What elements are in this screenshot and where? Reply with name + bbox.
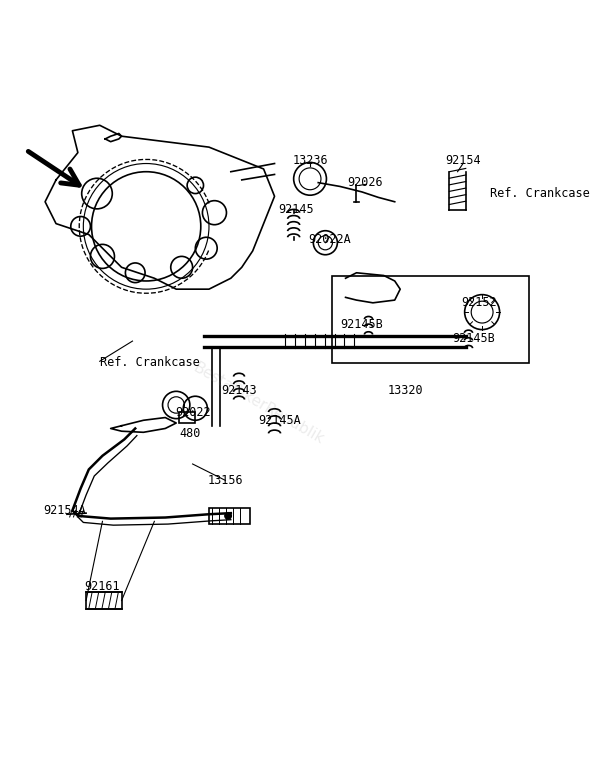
Circle shape [225, 512, 232, 519]
Text: Ref. Crankcase: Ref. Crankcase [490, 187, 590, 200]
Text: 13156: 13156 [208, 474, 243, 487]
Bar [179, 412, 196, 423]
Text: Ref. Crankcase: Ref. Crankcase [100, 356, 199, 370]
Bar [332, 275, 529, 363]
Text: 480: 480 [179, 428, 200, 440]
Text: 13236: 13236 [292, 154, 328, 167]
Text: 92145B: 92145B [341, 319, 383, 331]
Text: BestaBikerRepublik: BestaBikerRepublik [190, 360, 326, 447]
Text: 92026: 92026 [347, 176, 382, 189]
Bar [86, 592, 122, 608]
Text: 92152: 92152 [461, 296, 497, 309]
Text: 92022A: 92022A [308, 233, 350, 246]
Text: 92161: 92161 [85, 580, 120, 594]
Text: 92154: 92154 [445, 154, 481, 167]
Text: 92143: 92143 [221, 384, 257, 397]
Text: 92154A: 92154A [43, 504, 86, 517]
Bar [209, 508, 250, 524]
Text: 92022: 92022 [175, 405, 211, 418]
Text: 92145B: 92145B [452, 332, 496, 345]
Text: 92145A: 92145A [259, 414, 301, 427]
Text: 13320: 13320 [388, 384, 424, 397]
Text: 92145: 92145 [278, 204, 314, 216]
